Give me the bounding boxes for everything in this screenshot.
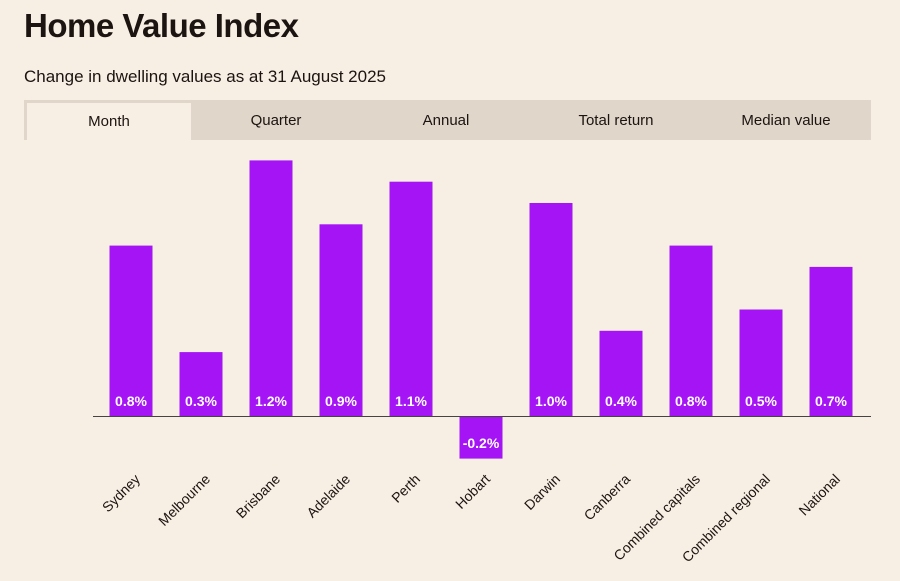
x-tick-label: Hobart — [452, 471, 493, 512]
x-tick-label: Brisbane — [233, 471, 284, 522]
page-title: Home Value Index — [24, 7, 299, 44]
data-label: -0.2% — [463, 435, 500, 451]
data-label: 0.4% — [605, 393, 637, 409]
tab-month[interactable]: Month — [27, 103, 191, 140]
x-tick-label: Sydney — [99, 471, 143, 515]
x-tick-label: Perth — [388, 471, 423, 506]
x-tick-label: Melbourne — [155, 471, 213, 529]
bar-darwin[interactable] — [529, 203, 573, 416]
bar-sydney[interactable] — [109, 245, 153, 416]
x-tick-label: Canberra — [581, 471, 634, 524]
bar-perth[interactable] — [389, 181, 433, 416]
data-label: 0.8% — [115, 393, 147, 409]
tab-quarter[interactable]: Quarter — [250, 111, 302, 129]
x-tick-label: National — [795, 471, 843, 519]
bar-combined-regional[interactable] — [739, 309, 783, 417]
tab-total-return[interactable]: Total return — [578, 111, 654, 129]
data-label: 1.2% — [255, 393, 287, 409]
data-label: 1.1% — [395, 393, 427, 409]
bar-adelaide[interactable] — [319, 224, 363, 416]
data-label: 0.3% — [185, 393, 217, 409]
tab-annual[interactable]: Annual — [422, 111, 470, 129]
x-tick-label: Adelaide — [303, 471, 353, 521]
tab-median-value[interactable]: Median value — [741, 111, 831, 129]
tab-bar: Month Quarter Annual Total return Median… — [24, 100, 871, 140]
bar-brisbane[interactable] — [249, 160, 293, 416]
bar-canberra[interactable] — [599, 330, 643, 416]
bar-hobart[interactable] — [459, 416, 503, 459]
bar-national[interactable] — [809, 266, 853, 416]
data-label: 0.5% — [745, 393, 777, 409]
page-subtitle: Change in dwelling values as at 31 Augus… — [24, 67, 386, 86]
bar-combined-capitals[interactable] — [669, 245, 713, 416]
data-label: 0.8% — [675, 393, 707, 409]
data-label: 1.0% — [535, 393, 567, 409]
data-label: 0.9% — [325, 393, 357, 409]
x-tick-label: Darwin — [521, 471, 563, 513]
bar-melbourne[interactable] — [179, 352, 223, 416]
data-label: 0.7% — [815, 393, 847, 409]
